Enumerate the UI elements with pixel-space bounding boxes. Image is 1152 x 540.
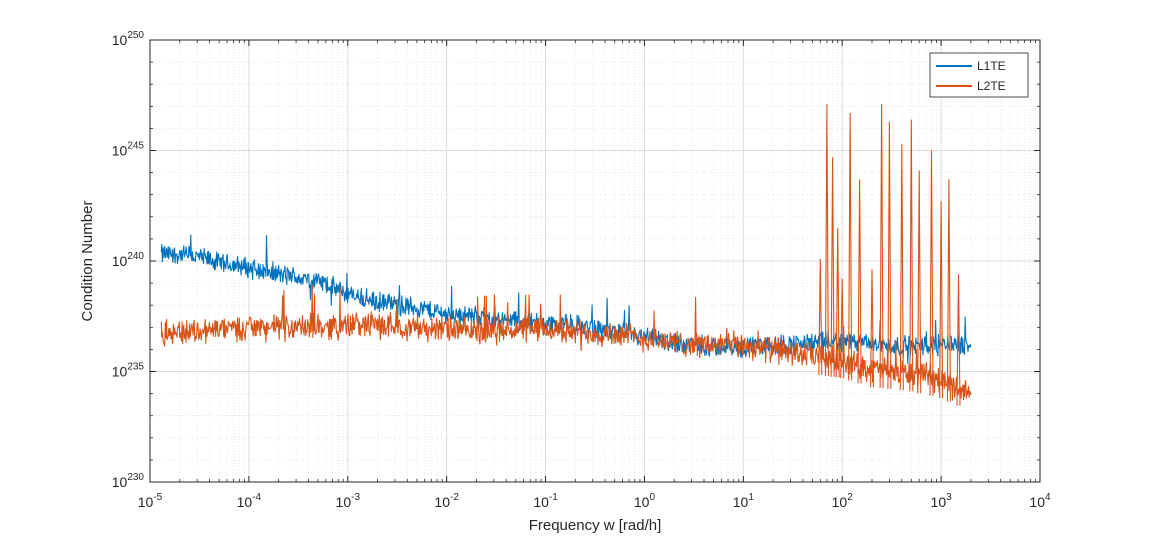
tick-base: 10 <box>1029 494 1045 510</box>
x-tick-label: 10-1 <box>533 492 558 510</box>
tick-base: 10 <box>336 494 352 510</box>
series-spike-l2te <box>917 170 922 394</box>
x-tick-label: 104 <box>1029 492 1051 510</box>
series-spike-l2te <box>818 258 823 375</box>
series-spike-l2te <box>857 179 862 384</box>
x-tick-labels: 10-5 10-4 10-3 10-2 10-1 100 101 102 103 104 <box>138 492 1051 510</box>
tick-base: 10 <box>733 494 749 510</box>
series-spike-l2te <box>824 104 829 376</box>
tick-exponent: -3 <box>351 492 360 503</box>
series-line-l1te <box>160 234 972 365</box>
tick-base: 10 <box>138 494 154 510</box>
x-tick-label: 103 <box>931 492 953 510</box>
series-spike-l2te <box>946 179 951 402</box>
x-tick-label: 10-4 <box>237 492 262 510</box>
y-tick-label: 10250 <box>112 30 145 48</box>
series-layer <box>160 104 972 406</box>
tick-base: 10 <box>112 253 128 269</box>
legend-box <box>929 52 1029 98</box>
x-tick-label: 101 <box>733 492 755 510</box>
x-tick-label: 102 <box>832 492 854 510</box>
tick-exponent: 4 <box>1045 492 1051 503</box>
tick-exponent: 1 <box>748 492 754 503</box>
tick-exponent: 245 <box>127 141 144 152</box>
tick-base: 10 <box>931 494 947 510</box>
series-spike-l2te <box>848 112 853 381</box>
legend-label-l2te: L2TE <box>977 79 1006 93</box>
axis-ticks <box>149 39 1041 483</box>
series-spike-l2te <box>887 121 892 389</box>
y-tick-label: 10235 <box>112 362 145 380</box>
series-spike-l2te <box>929 150 934 396</box>
series-spike-l2te <box>840 278 845 379</box>
series-spike-l2te <box>830 157 835 377</box>
x-tick-label: 100 <box>634 492 656 510</box>
x-tick-label: 10-5 <box>138 492 163 510</box>
tick-base: 10 <box>533 494 549 510</box>
tick-exponent: 230 <box>127 472 144 483</box>
series-spike-l2te <box>956 274 961 406</box>
tick-base: 10 <box>832 494 848 510</box>
x-tick-label: 10-2 <box>434 492 459 510</box>
series-spike-l2te <box>899 143 904 391</box>
series-spike-l2te <box>869 269 875 388</box>
tick-exponent: 240 <box>127 251 144 262</box>
legend[interactable]: L1TE L2TE <box>929 52 1029 98</box>
tick-exponent: 250 <box>127 30 144 41</box>
y-tick-label: 10230 <box>112 472 145 490</box>
tick-exponent: 2 <box>847 492 853 503</box>
y-axis-label: Condition Number <box>79 201 96 322</box>
minor-grid <box>150 40 1040 482</box>
y-tick-label: 10240 <box>112 251 145 269</box>
series-spike-l2te <box>939 201 944 399</box>
tick-exponent: 235 <box>127 362 144 373</box>
tick-exponent: -5 <box>153 492 162 503</box>
legend-label-l1te: L1TE <box>977 59 1006 73</box>
tick-base: 10 <box>112 474 128 490</box>
tick-exponent: -4 <box>252 492 261 503</box>
tick-base: 10 <box>112 32 128 48</box>
tick-exponent: 0 <box>649 492 655 503</box>
tick-base: 10 <box>112 143 128 159</box>
tick-base: 10 <box>634 494 650 510</box>
series-spike-l2te <box>909 119 914 392</box>
tick-base: 10 <box>434 494 450 510</box>
x-axis-label: Frequency w [rad/h] <box>529 517 662 534</box>
tick-base: 10 <box>112 364 128 380</box>
series-spike-l2te <box>879 104 884 389</box>
series-spike-l2te <box>835 227 840 378</box>
tick-base: 10 <box>237 494 253 510</box>
tick-exponent: -2 <box>450 492 459 503</box>
y-tick-label: 10245 <box>112 141 145 159</box>
tick-exponent: -1 <box>549 492 558 503</box>
x-tick-label: 10-3 <box>336 492 361 510</box>
tick-exponent: 3 <box>946 492 952 503</box>
major-grid <box>150 40 1040 482</box>
